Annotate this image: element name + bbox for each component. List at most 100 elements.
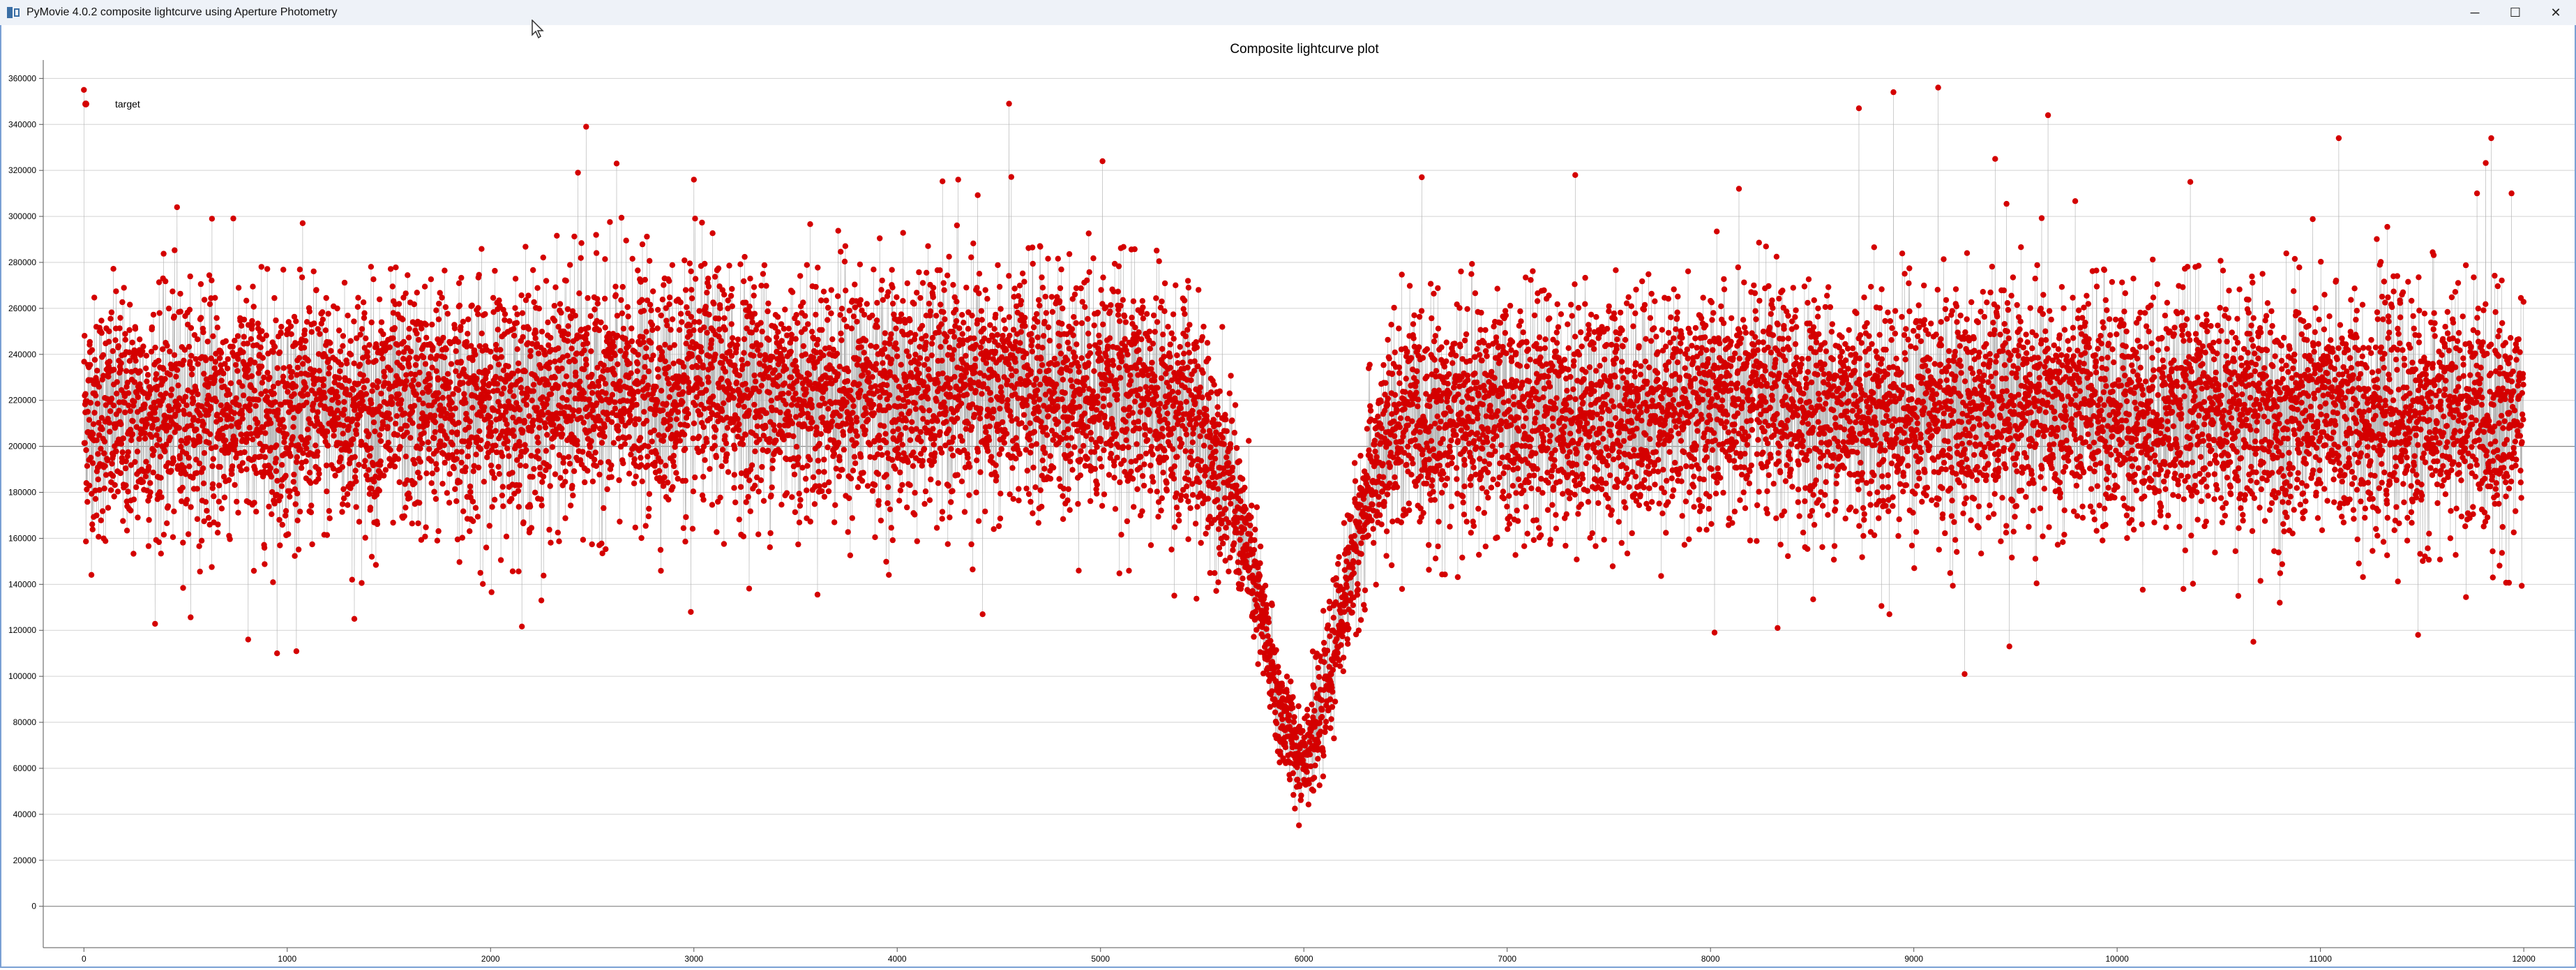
data-point xyxy=(841,447,847,452)
data-point xyxy=(174,204,180,210)
data-point xyxy=(541,255,546,260)
data-point xyxy=(177,456,183,461)
data-point xyxy=(1037,396,1042,402)
data-point xyxy=(863,410,868,415)
data-point xyxy=(217,355,223,361)
data-point xyxy=(667,394,672,400)
data-point xyxy=(156,358,161,364)
data-point xyxy=(898,311,904,317)
data-point xyxy=(414,391,419,397)
data-point xyxy=(460,509,466,514)
data-point xyxy=(199,538,204,544)
data-point xyxy=(911,301,917,306)
data-point xyxy=(746,585,752,591)
data-point xyxy=(982,509,988,514)
data-point xyxy=(377,458,383,464)
data-point xyxy=(794,444,799,449)
data-point xyxy=(999,394,1004,399)
data-point xyxy=(1032,399,1037,405)
data-point xyxy=(264,394,270,400)
data-point xyxy=(1016,498,1021,503)
data-point xyxy=(716,265,721,271)
data-point xyxy=(396,301,402,306)
data-point xyxy=(353,479,359,484)
data-point xyxy=(269,474,274,479)
data-point xyxy=(433,496,439,502)
close-button[interactable]: ✕ xyxy=(2536,0,2576,25)
data-point xyxy=(523,463,529,469)
data-point xyxy=(552,303,557,308)
data-point xyxy=(527,353,533,359)
data-point xyxy=(123,482,128,488)
data-point xyxy=(118,470,123,476)
data-point xyxy=(274,478,280,484)
data-point xyxy=(768,493,774,498)
data-point xyxy=(250,437,255,442)
data-point xyxy=(735,342,740,348)
y-tick-label: 0 xyxy=(31,902,36,911)
data-point xyxy=(354,431,359,437)
data-point xyxy=(500,484,506,489)
data-point xyxy=(786,326,792,331)
data-point xyxy=(670,361,676,366)
data-point xyxy=(259,364,264,369)
data-point xyxy=(374,385,379,390)
data-point xyxy=(790,420,795,426)
data-point xyxy=(308,502,314,508)
data-point xyxy=(167,348,172,354)
data-point xyxy=(546,527,552,532)
data-point xyxy=(837,413,843,419)
data-point xyxy=(303,458,308,464)
data-point xyxy=(842,259,848,264)
data-point xyxy=(207,301,213,307)
data-point xyxy=(1042,450,1048,456)
data-point xyxy=(212,295,218,301)
data-point xyxy=(91,294,97,300)
data-point xyxy=(106,329,112,334)
data-point xyxy=(1060,377,1066,382)
data-point xyxy=(195,361,201,366)
data-point xyxy=(280,417,285,422)
data-point xyxy=(1030,244,1035,250)
data-point xyxy=(506,318,512,324)
data-point xyxy=(446,500,452,505)
data-point xyxy=(205,338,211,344)
data-point xyxy=(599,440,605,445)
data-point xyxy=(865,417,871,422)
data-point xyxy=(808,426,813,431)
data-point xyxy=(755,424,760,429)
data-point xyxy=(658,568,663,574)
data-point xyxy=(247,401,253,407)
data-point xyxy=(541,474,546,479)
data-point xyxy=(607,219,612,225)
data-point xyxy=(633,402,639,408)
data-point xyxy=(816,469,822,475)
data-point xyxy=(240,416,246,421)
lightcurve-chart[interactable]: Composite lightcurve plot 02000040000600… xyxy=(1,25,2575,967)
data-point xyxy=(229,416,234,421)
data-point xyxy=(250,284,255,290)
data-point xyxy=(960,331,965,336)
data-point xyxy=(1018,298,1024,304)
data-point xyxy=(130,418,135,424)
data-point xyxy=(388,266,393,271)
data-point xyxy=(357,361,363,367)
maximize-button[interactable]: ☐ xyxy=(2495,0,2536,25)
data-point xyxy=(930,426,935,431)
data-point xyxy=(158,494,164,500)
data-point xyxy=(366,431,372,437)
data-point xyxy=(372,428,377,434)
data-point xyxy=(195,391,200,397)
data-point xyxy=(418,459,423,465)
data-point xyxy=(706,283,711,289)
data-point xyxy=(1023,350,1029,356)
data-point xyxy=(802,326,808,331)
data-point xyxy=(656,468,662,474)
minimize-button[interactable]: ─ xyxy=(2455,0,2495,25)
data-point xyxy=(778,502,784,507)
data-point xyxy=(220,371,226,376)
window-titlebar[interactable]: PyMovie 4.0.2 composite lightcurve using… xyxy=(0,0,2576,26)
data-point xyxy=(785,390,791,396)
data-point xyxy=(822,494,827,500)
